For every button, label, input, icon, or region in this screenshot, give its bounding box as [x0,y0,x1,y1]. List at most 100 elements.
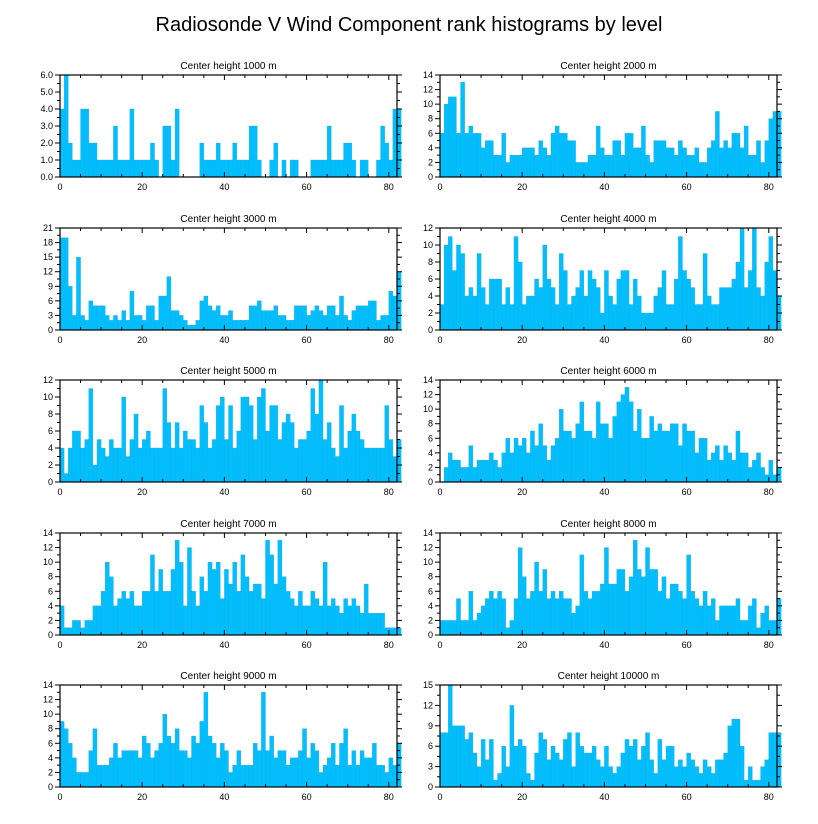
y-tick-label: 1.0 [40,155,53,165]
histogram-bar [76,256,81,331]
y-tick-label: 2 [48,615,53,625]
histogram-bar [513,746,519,788]
x-tick-label: 20 [517,792,527,802]
histogram-bar [608,766,613,788]
histogram-bar [183,320,188,331]
histogram-bar [678,236,683,331]
histogram-bar [550,746,556,788]
histogram-bar [563,270,568,331]
y-tick-label: 3.0 [40,121,53,131]
y-tick-label: 2 [48,767,53,777]
histogram-bar [109,439,114,483]
histogram-bar [563,598,568,636]
histogram-bar [105,561,110,636]
histogram-bar [133,159,139,178]
panel-title: Center height 10000 m [558,671,660,682]
histogram-bar [641,746,646,788]
histogram-bar [265,540,270,636]
histogram-bar [105,456,110,483]
histogram-bar [489,591,494,636]
histogram-bar [380,612,385,636]
x-tick-label: 0 [437,487,442,497]
histogram-bar [162,388,168,483]
histogram-bar [351,159,357,178]
histogram-bar [343,142,348,178]
histogram-bar [170,447,176,483]
histogram-bar [380,315,385,331]
y-tick-label: 14 [423,528,433,538]
histogram-bar [326,125,332,178]
histogram-bar [756,780,761,788]
histogram-bar [665,746,671,788]
histogram-bar [314,159,320,178]
y-tick-label: 6 [428,274,433,284]
histogram-bar [571,612,576,636]
histogram-bar [624,133,630,178]
histogram-bar [661,270,667,331]
histogram-bar [265,750,270,788]
histogram-bar [253,583,258,636]
histogram-bar [314,598,320,636]
histogram-bar [273,583,278,636]
x-tick-label: 40 [599,335,609,345]
histogram-bar [211,159,217,178]
histogram-bar [604,547,609,636]
histogram-bar [306,430,311,483]
histogram-bar [285,413,291,483]
histogram-bar [236,591,241,636]
histogram-bar [776,111,782,178]
histogram-bar [538,423,543,483]
histogram-bar [768,620,774,636]
histogram-bar [690,759,695,788]
histogram-bar [591,746,597,788]
histogram-bar [530,295,535,331]
histogram-bar [756,627,761,636]
histogram-bar [600,766,605,788]
histogram-bar [129,750,135,788]
histogram-bar [686,278,691,331]
y-tick-label: 8 [48,409,53,419]
histogram-bar [302,728,307,788]
histogram-bar [616,401,621,483]
histogram-bar [162,591,168,636]
histogram-bar [739,746,745,788]
histogram-bar [335,315,340,331]
histogram-bar [591,154,597,178]
histogram-bar [731,459,737,483]
x-tick-label: 60 [682,640,692,650]
y-tick-label: 10 [43,709,53,719]
x-tick-label: 40 [219,792,229,802]
histogram-bar [253,305,258,331]
histogram-bar [682,766,687,788]
histogram-bar [748,270,753,331]
histogram-bar [216,305,221,331]
histogram-bar [146,305,151,331]
histogram-bar [228,405,233,483]
histogram-bar [538,140,543,178]
histogram-bar [294,305,299,331]
x-tick-label: 60 [302,182,312,192]
histogram-bar [191,591,196,636]
histogram-bar [347,764,352,788]
histogram-bar [191,324,196,331]
histogram-panel: Center height 8000 m 0 20 40 60 80 0 2 4 6 8 10 12 14 [423,519,782,650]
histogram-bar [485,140,490,178]
histogram-bar [72,620,77,636]
histogram-bar [739,620,745,636]
histogram-bar [448,236,453,331]
histogram-bar [228,159,233,178]
histogram-bar [616,766,621,788]
histogram-bar [195,605,200,636]
histogram-bar [150,757,155,788]
histogram-bar [113,743,118,788]
histogram-bar [347,430,352,483]
histogram-bar [240,764,246,788]
histogram-bar [281,576,287,636]
histogram-bar [347,605,352,636]
histogram-bar [322,764,328,788]
histogram-bar [109,757,114,788]
histogram-bar [641,312,646,331]
histogram-bar [368,300,373,331]
histogram-bar [472,467,478,483]
histogram-bar [113,605,118,636]
